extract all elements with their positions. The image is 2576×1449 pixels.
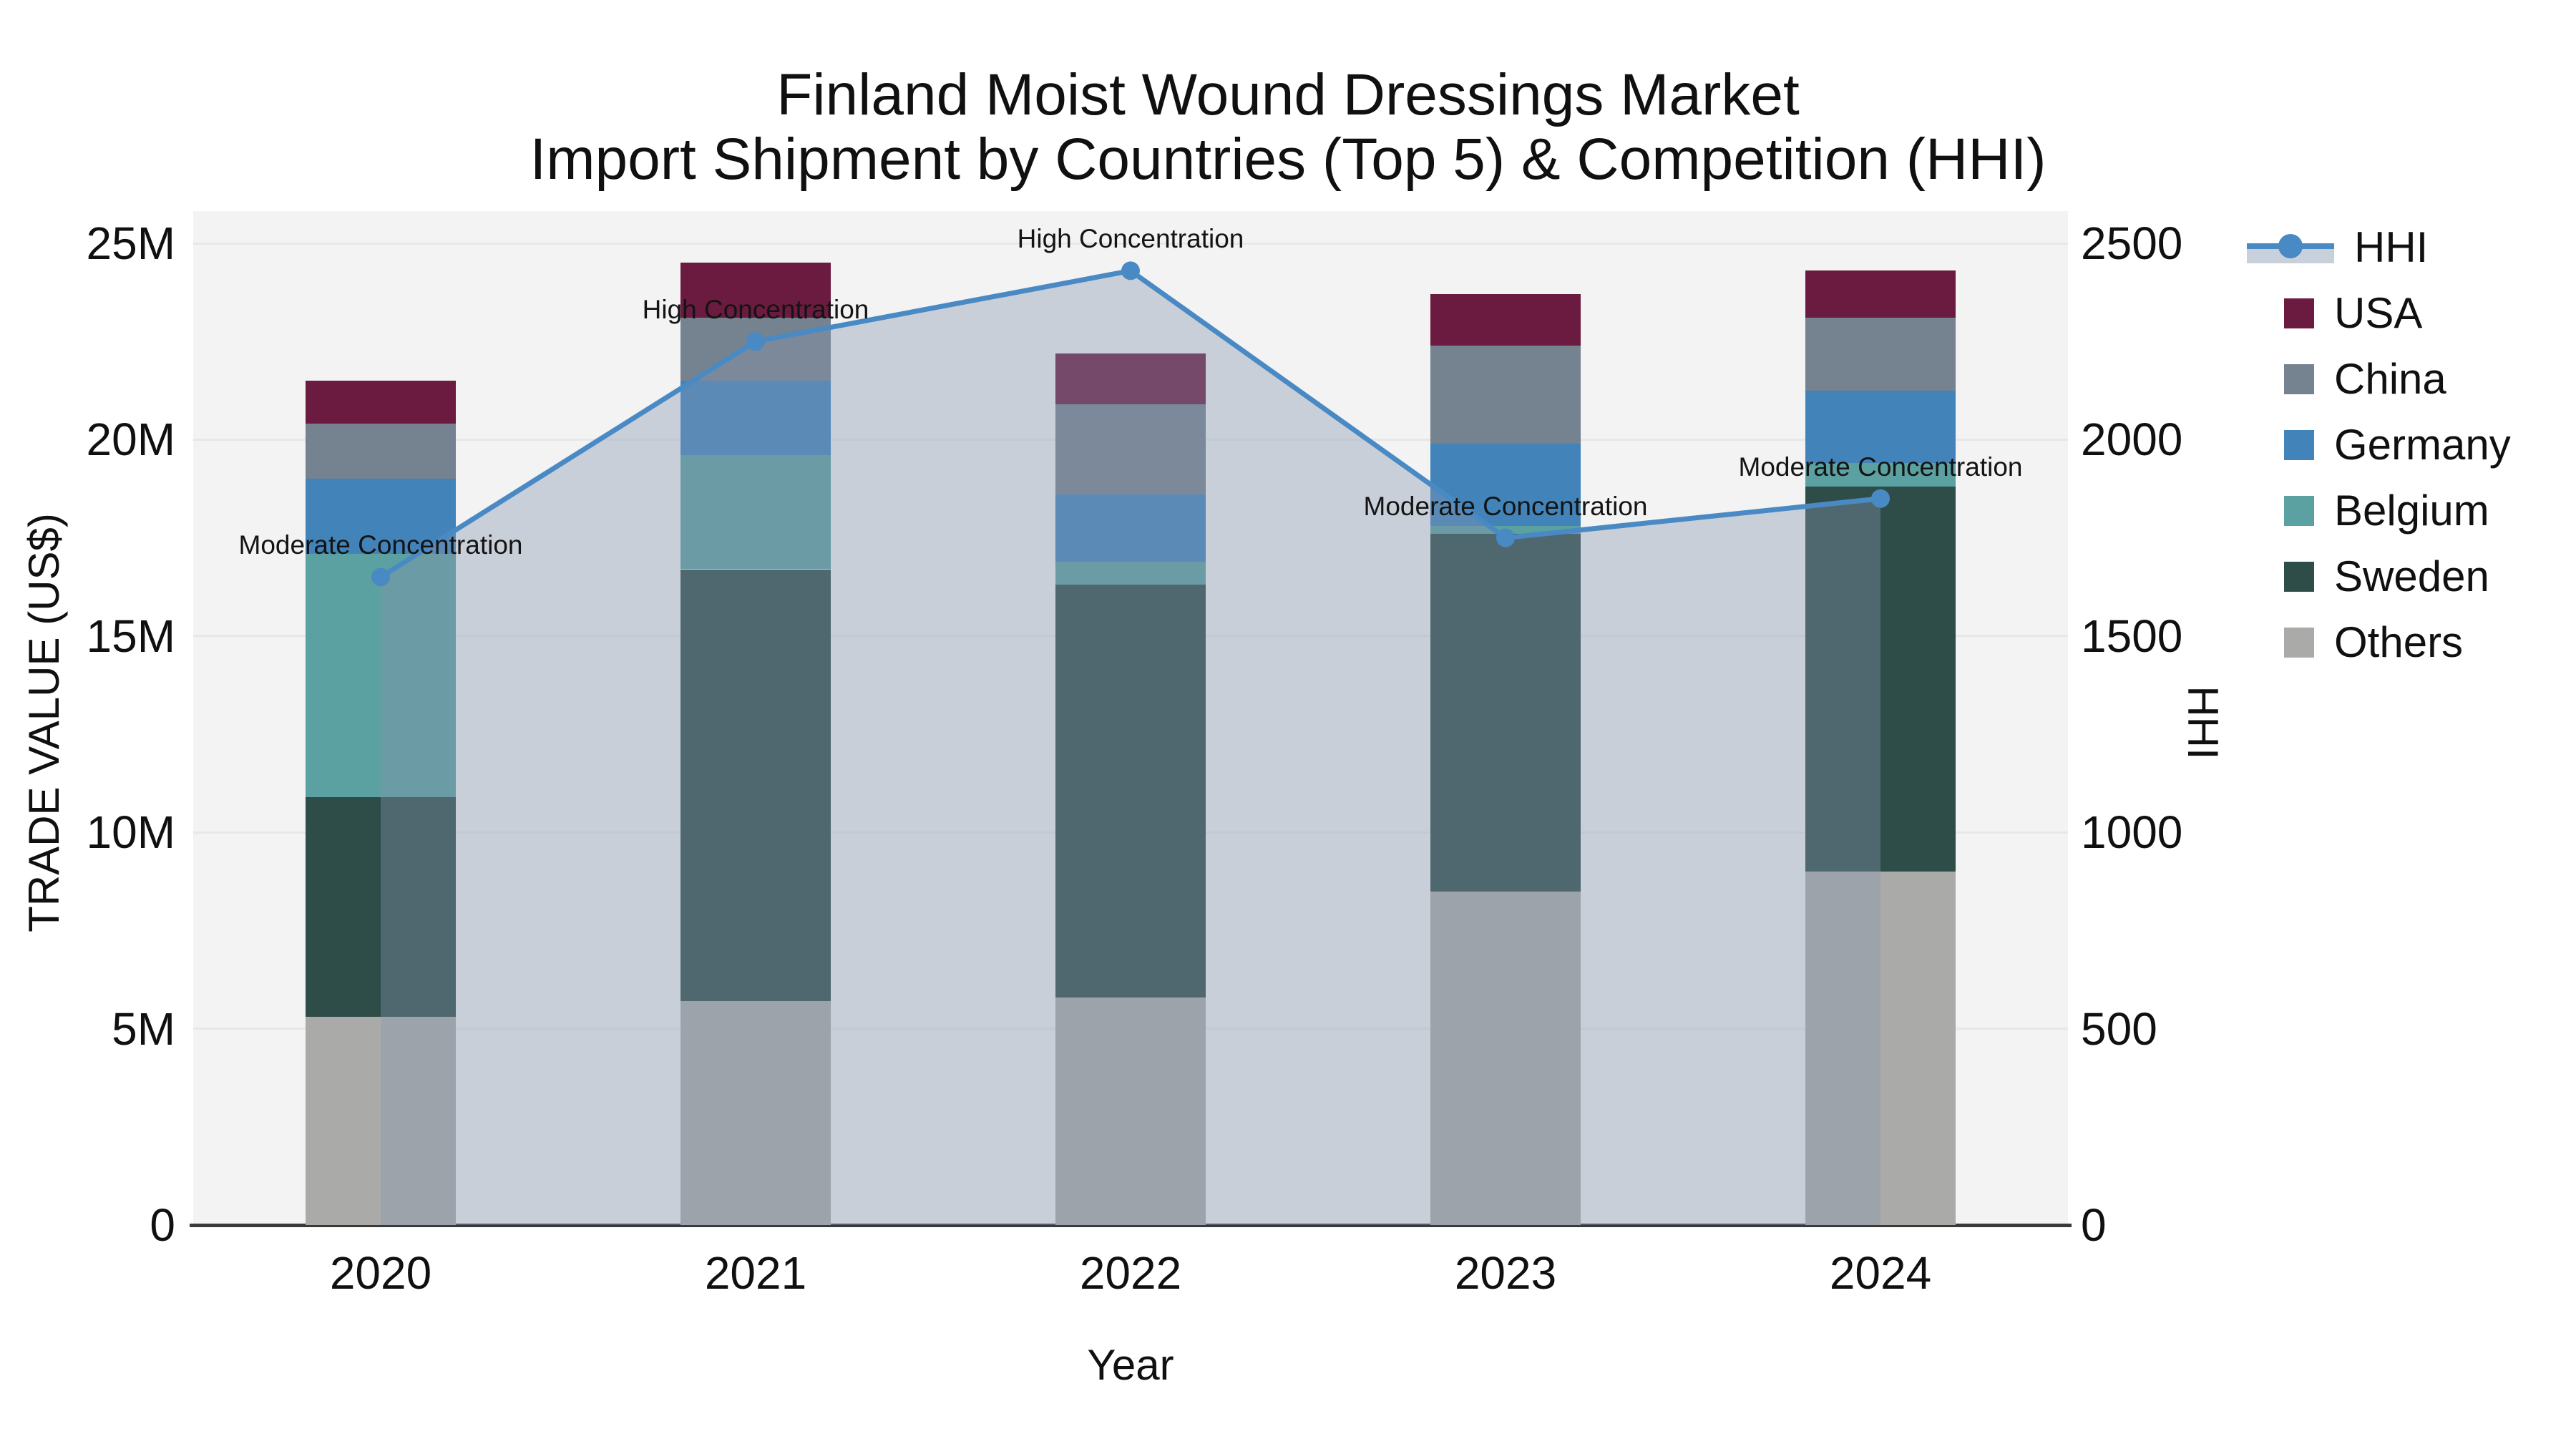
bar-2023-belgium	[1430, 526, 1581, 535]
y-right-tick-0: 0	[2081, 1199, 2107, 1251]
legend-swatch-china	[2284, 364, 2314, 394]
legend-label-others: Others	[2334, 618, 2464, 666]
legend-swatch-belgium	[2284, 496, 2314, 526]
bar-2024-usa	[1805, 270, 1956, 318]
legend-item-others[interactable]: Others	[2247, 610, 2463, 675]
bar-2022-sweden	[1055, 585, 1206, 997]
annotation-2024: Moderate Concentration	[1738, 452, 2023, 482]
bar-2021-others	[680, 1001, 831, 1225]
y-left-tick-25M: 25M	[86, 218, 176, 269]
bar-2024-sweden	[1805, 487, 1956, 872]
annotation-2020: Moderate Concentration	[238, 530, 523, 560]
bar-2020-sweden	[306, 796, 456, 1018]
legend-item-germany[interactable]: Germany	[2247, 412, 2511, 478]
legend-swatch-sweden	[2284, 562, 2314, 592]
y-right-tick-500: 500	[2081, 1002, 2157, 1055]
legend-item-china[interactable]: China	[2247, 346, 2446, 412]
annotation-2023: Moderate Concentration	[1363, 491, 1648, 521]
legend-label-sweden: Sweden	[2334, 552, 2489, 600]
bar-2023-china	[1430, 345, 1581, 444]
bar-2023-others	[1430, 891, 1581, 1225]
bar-2021-china	[680, 318, 831, 381]
y-left-tick-5M: 5M	[112, 1002, 175, 1055]
x-tick-2024: 2024	[1829, 1247, 1932, 1299]
y-left-tick-20M: 20M	[86, 414, 176, 466]
legend-swatch-germany	[2284, 430, 2314, 460]
bar-2022-others	[1055, 997, 1206, 1225]
bar-2020-belgium	[306, 553, 456, 797]
annotation-2021: High Concentration	[642, 295, 869, 325]
bar-2020-others	[306, 1017, 456, 1225]
x-axis-title: Year	[1087, 1341, 1174, 1389]
hhi-line-sample	[2247, 228, 2334, 268]
legend-label-hhi: HHI	[2354, 223, 2429, 271]
bar-2020-usa	[306, 381, 456, 424]
bar-2022-usa	[1055, 353, 1206, 404]
x-tick-2020: 2020	[329, 1247, 432, 1299]
y-left-axis-title: TRADE VALUE (US$)	[20, 513, 68, 932]
x-tick-2022: 2022	[1079, 1247, 1182, 1299]
legend-item-belgium[interactable]: Belgium	[2247, 478, 2489, 544]
y-left-tick-10M: 10M	[86, 806, 176, 859]
legend-label-usa: USA	[2334, 289, 2423, 337]
bar-2024-others	[1805, 872, 1956, 1225]
y-right-tick-2000: 2000	[2081, 414, 2183, 466]
y-right-tick-1000: 1000	[2081, 806, 2183, 859]
gridline-25M	[193, 242, 2068, 245]
legend-item-hhi[interactable]: HHI	[2247, 215, 2428, 280]
bar-2020-china	[306, 424, 456, 479]
y-left-tick-15M: 15M	[86, 610, 176, 662]
bar-2022-belgium	[1055, 561, 1206, 585]
bar-2023-usa	[1430, 294, 1581, 346]
y-right-axis-title: HHI	[2179, 686, 2227, 760]
x-axis-line	[190, 1224, 2072, 1227]
annotation-2022: High Concentration	[1017, 224, 1244, 254]
x-tick-2023: 2023	[1454, 1247, 1557, 1299]
y-right-tick-2500: 2500	[2081, 218, 2183, 269]
legend-item-sweden[interactable]: Sweden	[2247, 544, 2489, 610]
y-right-tick-1500: 1500	[2081, 610, 2183, 662]
chart-title-line1: Finland Moist Wound Dressings Market	[776, 62, 1800, 127]
x-tick-2021: 2021	[704, 1247, 807, 1299]
bar-2021-sweden	[680, 569, 831, 1002]
legend-swatch-usa	[2284, 298, 2314, 328]
legend-label-china: China	[2334, 355, 2446, 403]
bar-2023-sweden	[1430, 534, 1581, 892]
bar-2021-germany	[680, 381, 831, 456]
bar-2022-germany	[1055, 494, 1206, 562]
bar-2024-china	[1805, 318, 1956, 391]
legend-label-germany: Germany	[2334, 421, 2511, 469]
bar-2022-china	[1055, 404, 1206, 495]
legend-item-usa[interactable]: USA	[2247, 280, 2422, 346]
legend-swatch-others	[2284, 628, 2314, 658]
hhi-marker-glyph	[2278, 234, 2303, 258]
bar-2021-belgium	[680, 455, 831, 570]
y-left-tick-0: 0	[150, 1199, 175, 1251]
legend-label-belgium: Belgium	[2334, 487, 2489, 535]
chart-title-line2: Import Shipment by Countries (Top 5) & C…	[530, 127, 2046, 192]
